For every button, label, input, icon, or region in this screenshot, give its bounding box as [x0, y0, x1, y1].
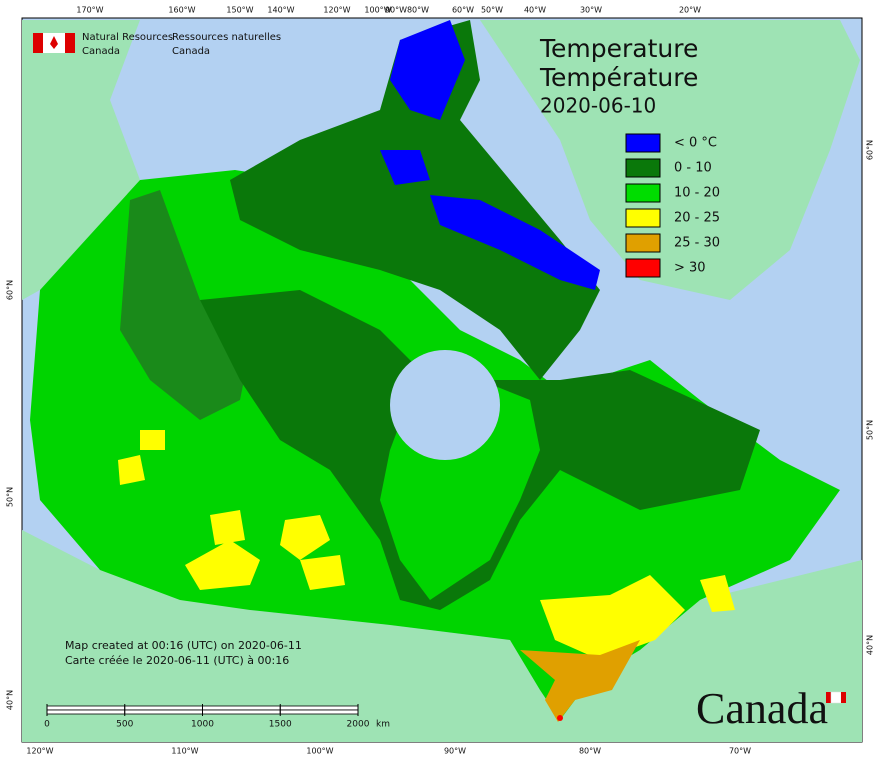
scale-segment [202, 709, 281, 715]
title: Temperature [539, 34, 698, 63]
scale-segment [279, 709, 359, 715]
title: Température [539, 63, 698, 92]
scale-unit: km [376, 720, 390, 730]
legend-swatch [625, 183, 661, 203]
org-fr: Canada [172, 46, 210, 57]
graticule-label: 70°W [729, 747, 751, 756]
org-fr: Ressources naturelles [172, 32, 281, 43]
wordmark: Canada [696, 684, 828, 733]
graticule-label: 100°W [364, 6, 391, 15]
legend-swatch [625, 158, 661, 178]
org-en: Canada [82, 46, 120, 57]
graticule-label: 120°W [26, 747, 53, 756]
legend-swatch [625, 258, 661, 278]
graticule-label: 90°W [385, 6, 407, 15]
date: 2020-06-10 [540, 94, 656, 118]
note: Carte créée le 2020-06-11 (UTC) à 00:16 [65, 654, 289, 667]
graticule-label: 60°W [452, 6, 474, 15]
graticule-label: 40°W [524, 6, 546, 15]
legend-label: 25 - 30 [674, 236, 720, 251]
legend-swatch [625, 208, 661, 228]
graticule-label: 100°W [306, 747, 333, 756]
graticule-label: 60°N [6, 280, 15, 300]
graticule-label: 30°W [580, 6, 602, 15]
legend-label: 10 - 20 [674, 186, 720, 201]
legend-label: > 30 [674, 261, 706, 276]
graticule-label: 150°W [226, 6, 253, 15]
graticule-label: 80°W [407, 6, 429, 15]
scale-label: 1000 [191, 720, 214, 730]
scale-segment [202, 705, 281, 711]
scale-label: 2000 [347, 720, 370, 730]
scale-segment [124, 705, 203, 711]
graticule-label: 120°W [323, 6, 350, 15]
legend-label: < 0 °C [674, 136, 717, 151]
graticule-label: 140°W [267, 6, 294, 15]
scale-segment [46, 709, 126, 715]
legend-label: 0 - 10 [674, 161, 712, 176]
graticule-label: 60°N [866, 140, 875, 160]
legend-swatch [625, 133, 661, 153]
scale-label: 0 [44, 720, 50, 730]
graticule-label: 40°N [6, 690, 15, 710]
graticule-label: 50°W [481, 6, 503, 15]
graticule-label: 90°W [444, 747, 466, 756]
graticule-label: 20°W [679, 6, 701, 15]
map-shapes [22, 20, 862, 742]
graticule-label: 160°W [168, 6, 195, 15]
graticule-label: 50°N [6, 487, 15, 507]
graticule-label: 50°N [866, 420, 875, 440]
legend-label: 20 - 25 [674, 211, 720, 226]
org-en: Natural Resources [82, 32, 173, 43]
graticule-label: 40°N [866, 635, 875, 655]
scale-segment [124, 709, 203, 715]
legend-swatch [625, 233, 661, 253]
scale-label: 500 [116, 720, 133, 730]
scale-segment [279, 705, 359, 711]
graticule-label: 170°W [76, 6, 103, 15]
graticule-label: 80°W [579, 747, 601, 756]
graticule-label: 110°W [171, 747, 198, 756]
scale-segment [46, 705, 126, 711]
scale-label: 1500 [269, 720, 292, 730]
note: Map created at 00:16 (UTC) on 2020-06-11 [65, 639, 302, 652]
